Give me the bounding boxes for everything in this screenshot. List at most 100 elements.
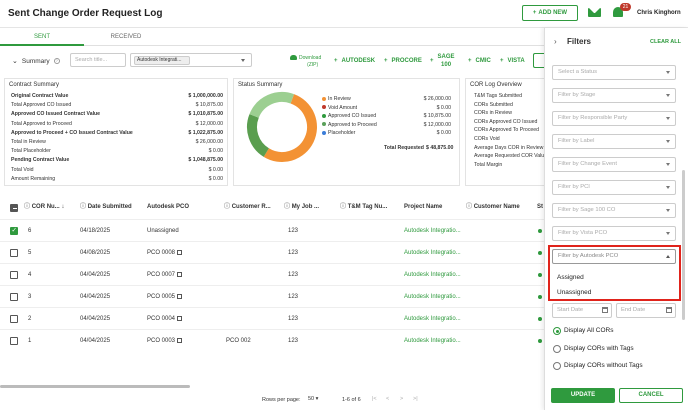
overflow-button[interactable] [533,53,545,68]
cell-my-job: 123 [288,272,299,278]
calendar-icon [666,307,672,313]
donut-slice-0 [263,94,317,162]
bell-icon[interactable] [613,7,623,17]
next-page-icon[interactable]: > [400,396,404,402]
radio-cors-with-tags[interactable] [553,345,561,353]
cell-autodesk-pco[interactable]: PCO 0004 [147,308,183,330]
option-assigned[interactable]: Assigned [557,274,584,281]
filter-select[interactable]: Filter by Change Event [552,157,676,172]
procore-button[interactable]: + PROCORE [384,48,422,74]
col-header-customer-r[interactable]: ⓘ Customer R... [224,197,271,217]
contract-row-label: Total Void [11,166,34,173]
col-header-status[interactable]: St [537,204,543,210]
tab-received[interactable]: RECEIVED [110,34,142,40]
row-checkbox[interactable] [10,293,18,301]
contract-row-label: Total Approved to Proceed [11,120,72,127]
first-page-icon[interactable]: |< [372,396,377,402]
autodesk-pco-filter[interactable]: Filter by Autodesk PCO [552,249,676,264]
table-row[interactable]: 2 04/04/2025 PCO 0004 123 Autodesk Integrati… [0,307,544,329]
cell-autodesk-pco[interactable]: PCO 0003 [147,330,183,352]
row-checkbox[interactable] [10,249,18,257]
filter-select[interactable]: Select a Status [552,65,676,80]
vertical-scrollbar[interactable] [682,170,685,320]
external-link-icon[interactable] [177,315,183,321]
filter-select[interactable]: Filter by PCI [552,180,676,195]
row-checkbox[interactable] [10,337,18,345]
col-header-customer-name[interactable]: ⓘ Customer Name [466,197,520,217]
filter-select[interactable]: Filter by Label [552,134,676,149]
last-page-icon[interactable]: >| [413,396,418,402]
option-unassigned[interactable]: Unassigned [557,289,592,296]
radio-cors-with-tags-label[interactable]: Display CORs with Tags [564,345,634,352]
table-row[interactable]: 1 04/04/2025 PCO 0003 PCO 002 123 Autodesk In… [0,329,544,351]
user-name[interactable]: Chris Kinghorn [637,10,681,16]
cell-project-name[interactable]: Autodesk Integratio... [404,338,461,344]
chevron-right-icon[interactable]: › [554,37,557,46]
chevron-down-icon [666,186,670,189]
table-row[interactable]: 6 04/18/2025 Unassigned 123 Autodesk Integra… [0,219,544,241]
row-checkbox[interactable] [10,225,18,237]
mail-icon[interactable] [588,8,601,17]
autodesk-button[interactable]: + AUTODESK [334,48,375,74]
sage-100-button[interactable]: + SAGE 100 [430,48,455,74]
end-date-input[interactable]: End Date [616,303,676,318]
radio-cors-without-tags[interactable] [553,362,561,370]
cell-project-name[interactable]: Autodesk Integratio... [404,294,461,300]
row-checkbox[interactable] [10,315,18,323]
external-link-icon[interactable] [177,271,183,277]
update-button[interactable]: UPDATE [551,388,615,403]
summary-toggle[interactable]: ⌄ Summary ? [12,48,60,74]
radio-all-cors-label[interactable]: Display All CORs [564,327,614,334]
status-legend-value: $ 0.00 [436,104,451,111]
cell-project-name[interactable]: Autodesk Integratio... [404,250,461,256]
rows-per-page-select[interactable]: 50 ▾ [308,396,318,402]
clear-all-button[interactable]: CLEAR ALL [650,39,681,45]
select-all-checkbox[interactable] [10,204,18,212]
table-row[interactable]: 4 04/04/2025 PCO 0007 123 Autodesk Integrati… [0,263,544,285]
cancel-button[interactable]: CANCEL [619,388,683,403]
status-dot [538,229,542,233]
filter-select[interactable]: Filter by Sage 100 CO [552,203,676,218]
radio-all-cors[interactable] [553,327,561,335]
cell-autodesk-pco[interactable]: PCO 0007 [147,264,183,286]
row-checkbox[interactable] [10,271,18,279]
project-chip[interactable]: Autodesk Integrati... [134,56,190,65]
prev-page-icon[interactable]: < [386,396,390,402]
contract-summary-row: Approved to Proceed + CO Issued Contract… [11,130,223,139]
cell-project-name[interactable]: Autodesk Integratio... [404,272,461,278]
pco-label: PCO 0007 [147,272,176,278]
table-row[interactable]: 3 04/04/2025 PCO 0005 123 Autodesk Integrati… [0,285,544,307]
start-date-input[interactable]: Start Date [552,303,612,318]
external-link-icon[interactable] [177,293,183,299]
summary-label: Summary [21,57,50,65]
col-header-date-submitted[interactable]: ⓘ Date Submitted [80,197,132,217]
download-zip-button[interactable]: Download (ZIP) [290,48,321,74]
col-header-tm-tag[interactable]: ⓘ T&M Tag Nu... [340,197,387,217]
filter-select[interactable]: Filter by Vista PCO [552,226,676,241]
external-link-icon[interactable] [177,337,183,343]
search-input[interactable]: Search title... [70,53,126,67]
cell-project-name[interactable]: Autodesk Integratio... [404,228,461,234]
filter-select[interactable]: Filter by Responsible Party [552,111,676,126]
cor-overview-row: CORs Approved CO Issued [474,118,538,125]
filter-select[interactable]: Filter by Stage [552,88,676,103]
add-new-button[interactable]: + ADD NEW [522,5,578,21]
radio-cors-without-tags-label[interactable]: Display CORs without Tags [564,362,643,369]
cell-autodesk-pco[interactable]: PCO 0008 [147,242,183,264]
col-header-autodesk-pco[interactable]: Autodesk PCO [147,204,190,210]
cmic-button[interactable]: + CMIC [468,48,491,74]
project-select[interactable]: Autodesk Integrati... [130,53,252,67]
col-header-project-name[interactable]: Project Name [404,204,443,210]
external-link-icon[interactable] [177,249,183,255]
vista-button[interactable]: + VISTA [500,48,525,74]
col-header-my-job[interactable]: ⓘ My Job ... [284,197,319,217]
table-row[interactable]: 5 04/08/2025 PCO 0008 123 Autodesk Integrati… [0,241,544,263]
tab-sent[interactable]: SENT [0,28,84,46]
dropdown-highlight-box [548,245,681,301]
horizontal-scrollbar[interactable] [0,385,190,388]
cell-autodesk-pco[interactable]: PCO 0005 [147,286,183,308]
col-header-cor-number[interactable]: ⓘ COR Nu... ↓ [24,197,64,217]
autodesk-pco-filter-label: Filter by Autodesk PCO [558,253,619,259]
status-legend-label-wrap: In Review [322,96,351,102]
cell-project-name[interactable]: Autodesk Integratio... [404,316,461,322]
